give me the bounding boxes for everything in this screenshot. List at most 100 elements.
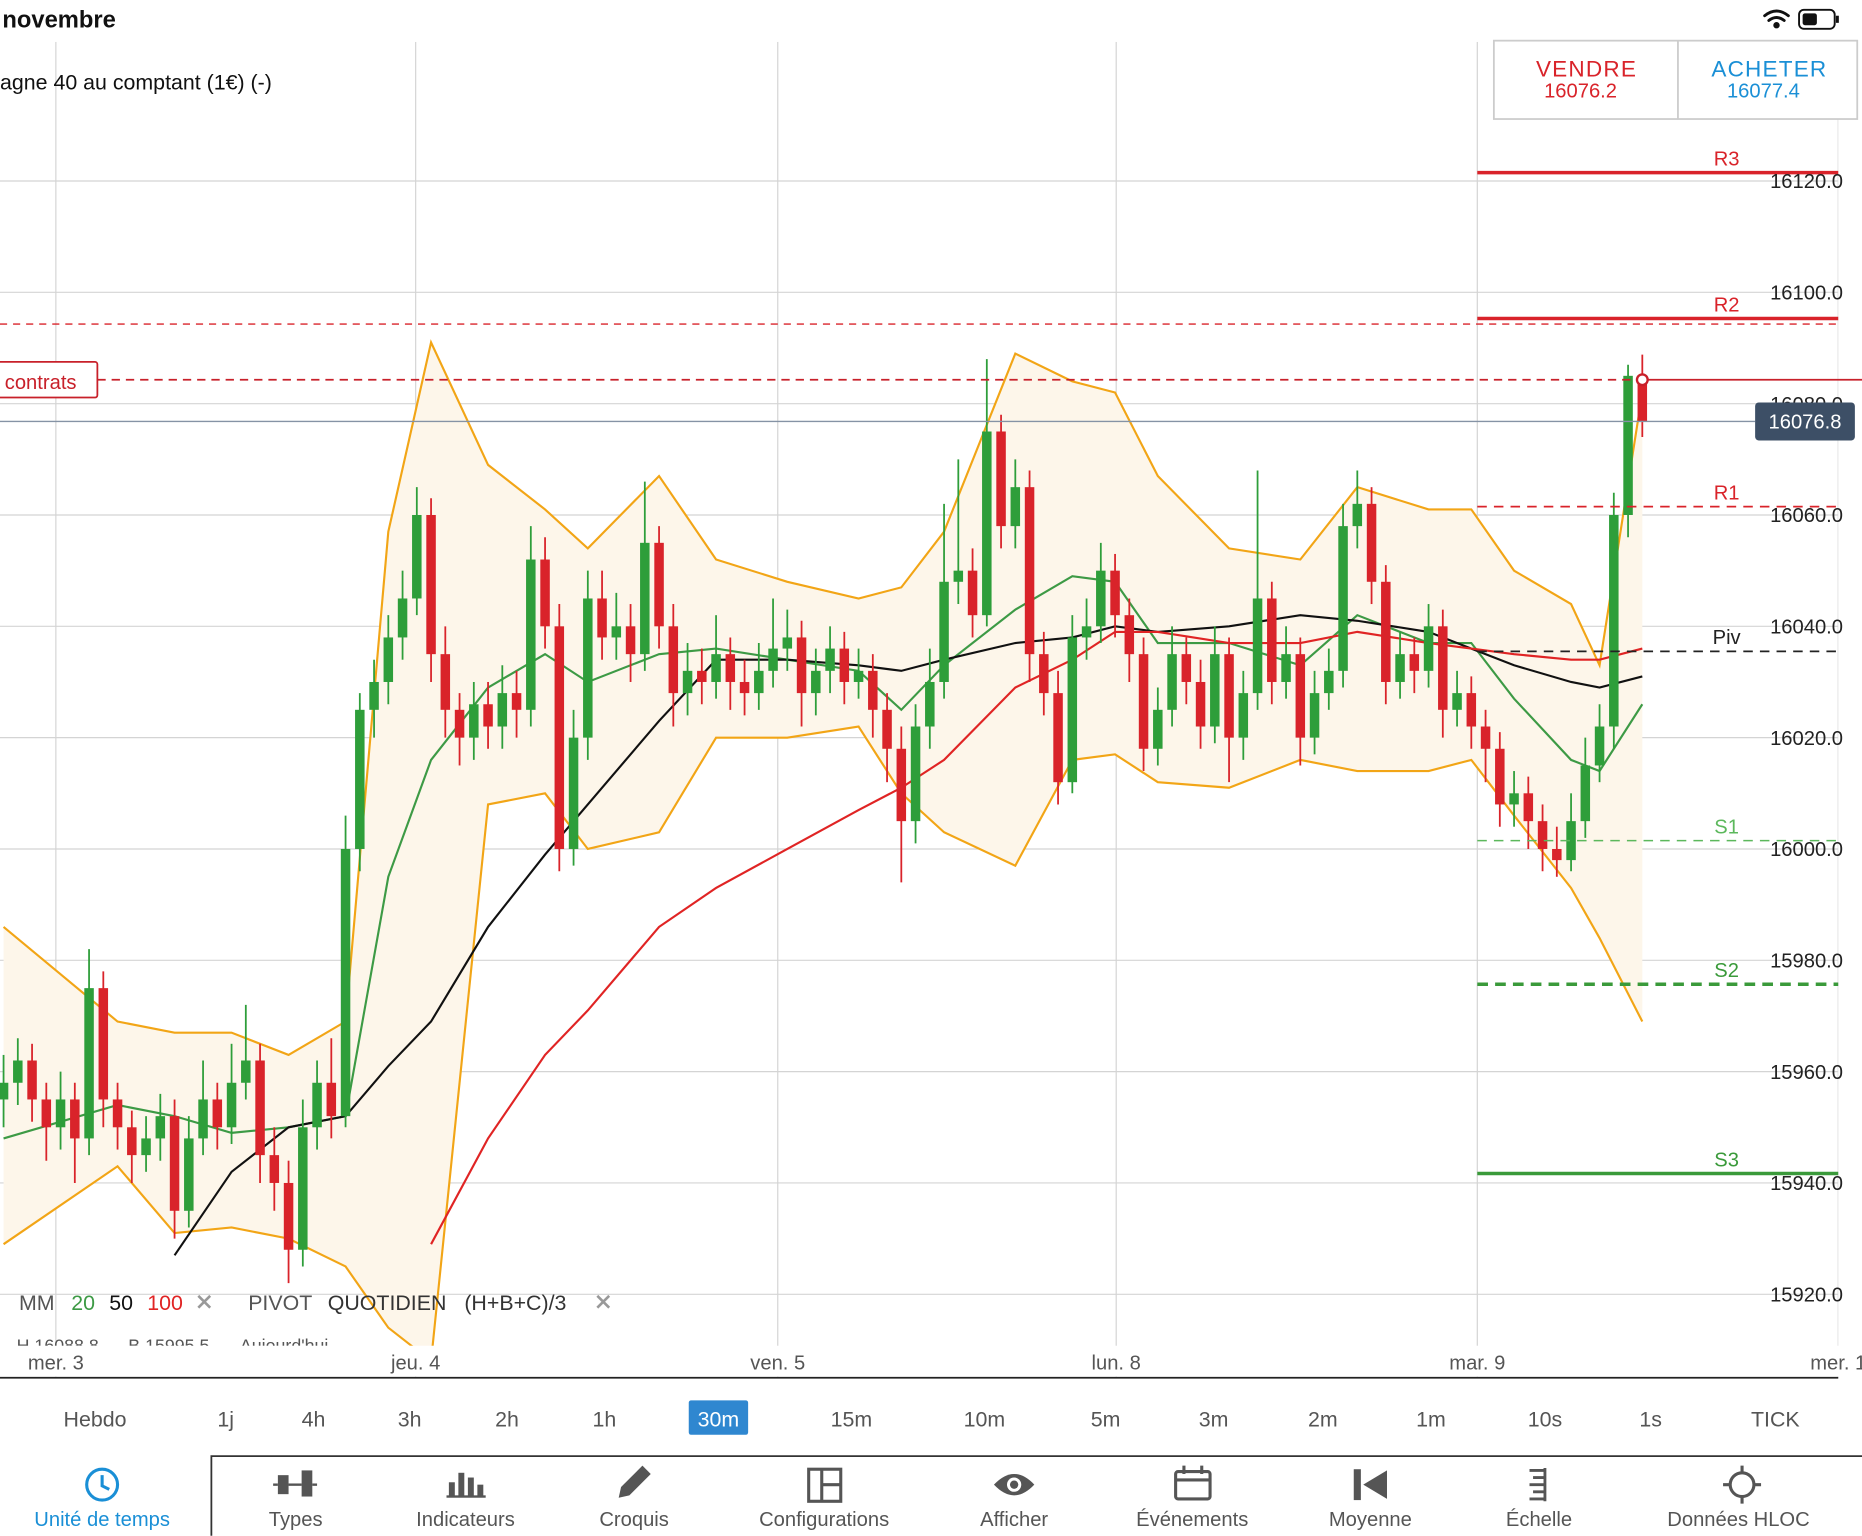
candle-body: [1295, 654, 1306, 738]
candle-body: [155, 1116, 166, 1139]
candle-body: [1637, 375, 1648, 422]
candle-body: [55, 1099, 66, 1128]
y-tick-label: 16020.0: [1770, 728, 1843, 750]
candle-body: [169, 1116, 180, 1211]
x-tick-label: mer. 1: [1810, 1352, 1862, 1374]
candle-body: [996, 431, 1006, 527]
timeframe-label: 3m: [1199, 1407, 1229, 1431]
candle-body: [1195, 681, 1206, 727]
x-tick-label: mar. 9: [1449, 1352, 1505, 1374]
overlay: contrats R3 R2 R1 Piv S1 S2 S3 15920.0 15940.0 159…: [0, 149, 1862, 1377]
candle-body: [1409, 654, 1420, 671]
candle-body: [184, 1138, 194, 1211]
moving-average-line: [173, 614, 1643, 1256]
timeframe-button[interactable]: 1m: [1416, 1407, 1446, 1431]
toolbar-label: Indicateurs: [416, 1509, 515, 1531]
timeframe-button[interactable]: 10s: [1528, 1407, 1562, 1431]
candle-body: [1224, 654, 1234, 738]
candle-body: [483, 704, 493, 727]
toolbar-label: Configurations: [759, 1509, 889, 1531]
candle-body: [1495, 748, 1505, 805]
toolbar-button[interactable]: Types: [269, 1509, 323, 1531]
timeframe-button[interactable]: 1s: [1639, 1407, 1662, 1431]
timeframe-button[interactable]: 1j: [217, 1407, 234, 1431]
toolbar-button[interactable]: Échelle: [1506, 1508, 1572, 1531]
timeframe-label: 2h: [495, 1407, 519, 1431]
toolbar-label: Échelle: [1506, 1508, 1572, 1531]
timeframe-button[interactable]: 2m: [1308, 1407, 1338, 1431]
scale-icon: [1529, 1468, 1547, 1502]
candle-body: [1566, 821, 1576, 861]
axis-band: [0, 1345, 1862, 1377]
x-tick-label: jeu. 4: [390, 1352, 440, 1374]
candle-body: [682, 670, 693, 694]
timeframe-button[interactable]: 10m: [964, 1407, 1006, 1431]
candle-body: [112, 1099, 123, 1128]
timeframe-bar: Hebdo 1j 4h 3h 2h 1h 30m 15m 10m 5m 3m 2m 1m 10s 1s TIC…: [64, 1400, 1800, 1435]
legend-remove-pivot[interactable]: [596, 1294, 611, 1309]
candle-body: [0, 1082, 9, 1100]
trade-panel: [1492, 39, 1859, 120]
timeframe-button[interactable]: 15m: [831, 1407, 873, 1431]
timeframe-button[interactable]: 4h: [302, 1407, 326, 1431]
toolbar-button[interactable]: Configurations: [759, 1509, 889, 1531]
status-title: novembre: [2, 7, 116, 34]
toolbar-button[interactable]: Unité de temps: [34, 1509, 170, 1531]
y-tick-label: 15920.0: [1770, 1284, 1843, 1306]
candle-body: [98, 988, 109, 1100]
candle-body: [1381, 581, 1391, 682]
candle-body: [982, 431, 992, 616]
legend-label: MM: [19, 1291, 55, 1315]
toolbar-button[interactable]: Moyenne: [1329, 1509, 1412, 1531]
calendar-icon: [1174, 1465, 1212, 1501]
sell-button[interactable]: VENDRE 16076.2: [1536, 56, 1637, 102]
candle-body: [1210, 654, 1220, 727]
timeframe-button[interactable]: 3h: [398, 1407, 422, 1431]
legend-remove-ma[interactable]: [197, 1294, 212, 1309]
candle-body: [583, 598, 593, 738]
sell-price: 16076.2: [1544, 81, 1617, 103]
timeframe-label: 3h: [398, 1407, 422, 1431]
candle-body: [1324, 670, 1334, 694]
wifi-icon: [1763, 9, 1790, 29]
candle-body: [910, 726, 921, 822]
toolbar-button[interactable]: Données HLOC: [1667, 1509, 1809, 1531]
candle-body: [127, 1127, 137, 1156]
candle-body: [1138, 654, 1149, 749]
close-icon: [197, 1294, 212, 1309]
candle-body: [568, 737, 579, 849]
buy-button[interactable]: ACHETER 16077.4: [1711, 56, 1827, 102]
candle-body: [1039, 654, 1049, 694]
legend-pivot: (H+B+C)/3: [464, 1291, 566, 1315]
candle-body: [953, 570, 964, 582]
timeframe-button[interactable]: 1h: [593, 1407, 617, 1431]
candle-body: [611, 626, 622, 638]
timeframe-button[interactable]: 5m: [1091, 1407, 1121, 1431]
candle-body: [711, 654, 721, 682]
candle-body: [1366, 503, 1377, 582]
candle-body: [967, 570, 978, 616]
timeframe-button[interactable]: Hebdo: [64, 1407, 127, 1431]
toolbar-button[interactable]: Croquis: [599, 1509, 669, 1531]
y-tick-label: 15960.0: [1770, 1062, 1843, 1084]
candle-body: [383, 637, 394, 682]
y-tick-label: 16120.0: [1770, 171, 1843, 193]
timeframe-button[interactable]: TICK: [1751, 1407, 1800, 1431]
sketch-icon: [618, 1465, 651, 1498]
position-box[interactable]: [0, 361, 99, 399]
timeframe-button[interactable]: 3m: [1199, 1407, 1229, 1431]
clock-icon: [85, 1467, 120, 1502]
last-price-label: 16076.8: [1769, 412, 1842, 434]
timeframe-label: 1j: [217, 1407, 234, 1431]
candle-body: [1580, 765, 1591, 822]
toolbar-button[interactable]: Indicateurs: [416, 1509, 515, 1531]
y-tick-label: 16000.0: [1770, 839, 1843, 861]
timeframe-button[interactable]: 30m: [688, 1400, 749, 1435]
toolbar-button[interactable]: Afficher: [980, 1509, 1048, 1531]
candle-body: [1552, 848, 1562, 861]
candle-body: [625, 626, 636, 655]
toolbar-button[interactable]: Événements: [1136, 1508, 1248, 1531]
candle-body: [1153, 709, 1163, 749]
pivot-level-label: S1: [1714, 816, 1739, 838]
timeframe-button[interactable]: 2h: [495, 1407, 519, 1431]
